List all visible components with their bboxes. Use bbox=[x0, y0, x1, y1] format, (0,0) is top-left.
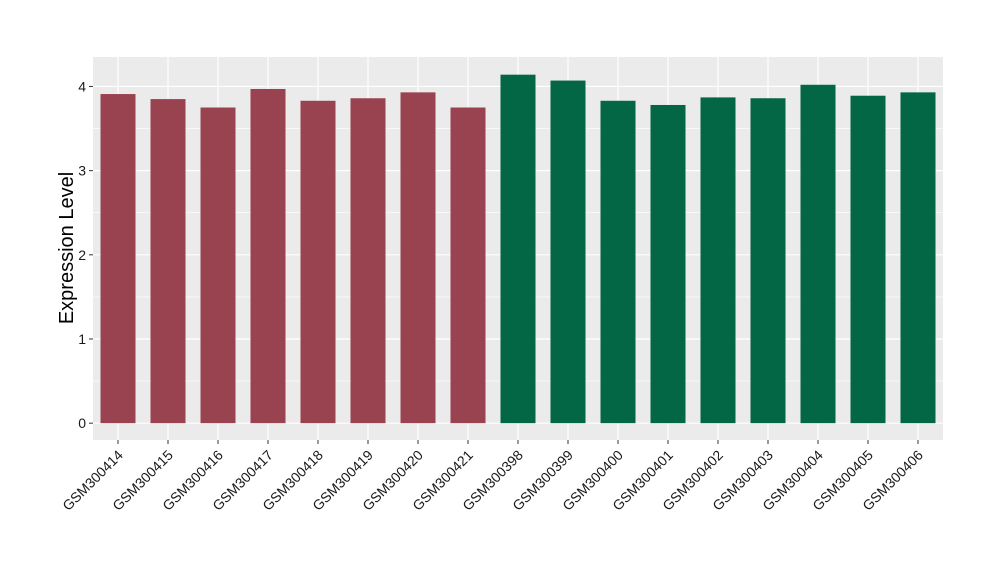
bar-GSM300405 bbox=[850, 95, 886, 424]
bar-GSM300402 bbox=[700, 97, 736, 424]
bar-GSM300416 bbox=[200, 107, 236, 424]
bar-GSM300415 bbox=[150, 99, 186, 424]
bar-GSM300399 bbox=[550, 80, 586, 424]
y-tick-label: 0 bbox=[78, 415, 86, 431]
y-tick-label: 1 bbox=[78, 331, 86, 347]
bar-GSM300400 bbox=[600, 100, 636, 424]
y-tick-label: 4 bbox=[78, 78, 86, 94]
y-tick-label: 2 bbox=[78, 247, 86, 263]
bar-GSM300414 bbox=[100, 94, 136, 424]
bars bbox=[100, 74, 936, 424]
bar-GSM300404 bbox=[800, 84, 836, 424]
bar-GSM300401 bbox=[650, 104, 686, 424]
y-axis-title: Expression Level bbox=[56, 172, 78, 324]
bar-GSM300398 bbox=[500, 74, 536, 424]
y-axis: 0 1 2 3 4 bbox=[78, 78, 93, 431]
y-tick-label: 3 bbox=[78, 163, 86, 179]
bar-GSM300406 bbox=[900, 92, 936, 424]
x-axis: GSM300414GSM300415GSM300416GSM300417GSM3… bbox=[59, 440, 926, 514]
bar-GSM300421 bbox=[450, 107, 486, 424]
bar-GSM300403 bbox=[750, 98, 786, 424]
bar-GSM300418 bbox=[300, 100, 336, 424]
bar-GSM300419 bbox=[350, 98, 386, 424]
bar-GSM300417 bbox=[250, 88, 286, 424]
bar-GSM300420 bbox=[400, 92, 436, 424]
